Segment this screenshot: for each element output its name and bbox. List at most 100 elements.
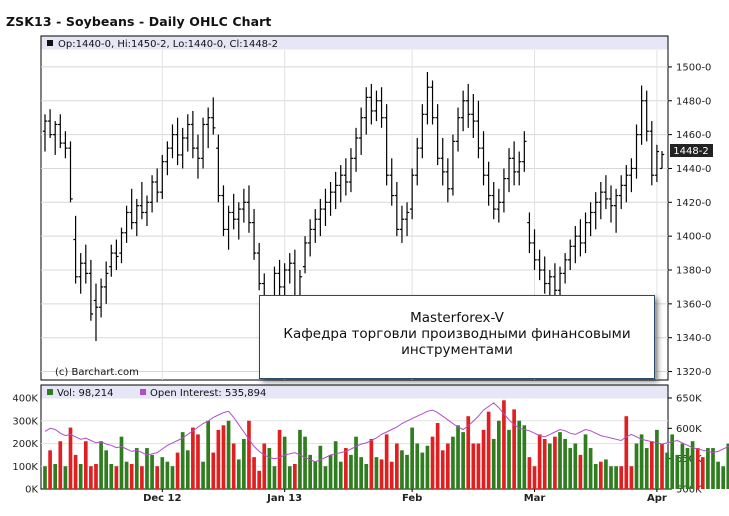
volume-bar bbox=[282, 436, 287, 489]
oi-tick-label: 600K bbox=[676, 424, 702, 435]
volume-bar bbox=[563, 438, 567, 489]
volume-bar bbox=[165, 461, 170, 489]
volume-bar bbox=[328, 454, 333, 489]
volume-bar bbox=[395, 443, 399, 489]
volume-bar bbox=[298, 429, 302, 489]
oi-legend-text: Open Interest: 535,894 bbox=[150, 388, 266, 399]
volume-bar bbox=[711, 448, 715, 489]
volume-bar bbox=[502, 400, 506, 489]
volume-bar bbox=[471, 443, 476, 489]
volume-bar bbox=[333, 441, 338, 489]
volume-bar bbox=[466, 416, 471, 489]
volume-bar bbox=[537, 434, 542, 489]
volume-bar bbox=[170, 466, 175, 489]
volume-bar bbox=[129, 463, 134, 489]
copyright: (c) Barchart.com bbox=[55, 367, 139, 378]
volume-bar bbox=[43, 466, 47, 489]
volume-bar bbox=[598, 461, 603, 489]
open-interest-line bbox=[44, 402, 729, 463]
oi-legend-swatch bbox=[140, 389, 146, 395]
volume-bar bbox=[114, 466, 119, 489]
volume-bar bbox=[558, 432, 562, 489]
volume-bar bbox=[308, 454, 312, 489]
volume-bar bbox=[83, 441, 88, 489]
volume-bar bbox=[716, 461, 720, 489]
volume-bar bbox=[359, 457, 363, 489]
date-tick-label: Feb bbox=[402, 493, 422, 504]
volume-bar bbox=[400, 450, 404, 489]
volume-bar bbox=[619, 466, 624, 489]
volume-bar bbox=[247, 420, 251, 489]
volume-bar bbox=[481, 429, 486, 489]
volume-bar bbox=[690, 441, 695, 489]
volume-bar bbox=[700, 457, 705, 489]
volume-bar bbox=[206, 420, 211, 489]
volume-bar bbox=[389, 461, 394, 489]
volume-bar bbox=[706, 448, 710, 489]
volume-bar bbox=[349, 454, 353, 489]
volume-bar bbox=[160, 457, 165, 489]
oi-tick-label: 650K bbox=[676, 394, 702, 405]
volume-bar bbox=[89, 466, 93, 489]
volume-bar bbox=[236, 459, 241, 489]
volume-bar bbox=[583, 434, 588, 489]
volume-bar bbox=[216, 429, 221, 489]
volume-bar bbox=[405, 454, 409, 489]
date-tick-label: Apr bbox=[647, 493, 667, 504]
volume-bar bbox=[384, 434, 389, 489]
price-tick-label: 1380-0 bbox=[676, 266, 711, 277]
volume-bar bbox=[180, 432, 185, 489]
volume-bar bbox=[140, 466, 144, 489]
volume-bar bbox=[573, 443, 578, 489]
vol-legend-text: Vol: 98,214 bbox=[57, 388, 114, 399]
volume-bar bbox=[201, 461, 205, 489]
volume-tick-label: 100K bbox=[12, 462, 38, 473]
volume-bar bbox=[134, 448, 139, 489]
oi-tick-label: 500K bbox=[676, 485, 702, 496]
volume-bar bbox=[191, 427, 195, 489]
volume-tick-label: 300K bbox=[12, 416, 38, 427]
volume-bar bbox=[522, 425, 527, 489]
volume-bar bbox=[58, 441, 63, 489]
volume-bar bbox=[553, 436, 557, 489]
volume-tick-label: 200K bbox=[12, 439, 38, 450]
volume-bar bbox=[196, 434, 200, 489]
volume-bar bbox=[721, 466, 726, 489]
volume-bar bbox=[675, 454, 680, 489]
volume-bar bbox=[425, 445, 430, 489]
volume-bar bbox=[119, 436, 124, 489]
volume-tick-label: 400K bbox=[12, 394, 38, 405]
volume-bar bbox=[461, 432, 465, 489]
volume-bar bbox=[410, 427, 414, 489]
price-tick-label: 1360-0 bbox=[676, 299, 711, 310]
volume-bar bbox=[624, 416, 629, 489]
volume-bar bbox=[313, 461, 318, 489]
volume-bar bbox=[695, 448, 700, 489]
price-axis: 1320-0 1340-0 1360-0 1380-0 1400-0 1420-0 1440… bbox=[668, 62, 711, 378]
volume-bar bbox=[420, 452, 425, 489]
volume-bar bbox=[231, 443, 236, 489]
volume-bar bbox=[242, 438, 246, 489]
volume-bar bbox=[94, 463, 98, 489]
volume-bar bbox=[512, 409, 516, 489]
volume-bar bbox=[517, 420, 522, 489]
price-legend-text: Op:1440-0, Hi:1450-2, Lo:1440-0, Cl:1448… bbox=[58, 39, 278, 50]
volume-bar bbox=[379, 459, 384, 489]
volume-tick-label: 0K bbox=[25, 485, 38, 496]
volume-bar bbox=[99, 441, 103, 489]
date-tick-label: Jan 13 bbox=[266, 493, 302, 504]
ohlc-bars bbox=[42, 72, 665, 345]
volume-bar bbox=[726, 443, 729, 489]
volume-bar bbox=[344, 448, 348, 489]
volume-bar bbox=[588, 448, 593, 489]
volume-bar bbox=[272, 466, 277, 489]
volume-bars bbox=[43, 400, 729, 489]
volume-bar bbox=[267, 448, 272, 489]
volume-bar bbox=[104, 450, 109, 489]
volume-bar bbox=[476, 443, 481, 489]
price-tick-label: 1340-0 bbox=[676, 333, 711, 344]
price-legend-swatch bbox=[47, 40, 53, 46]
volume-bar bbox=[604, 459, 608, 489]
volume-bar bbox=[507, 429, 511, 489]
